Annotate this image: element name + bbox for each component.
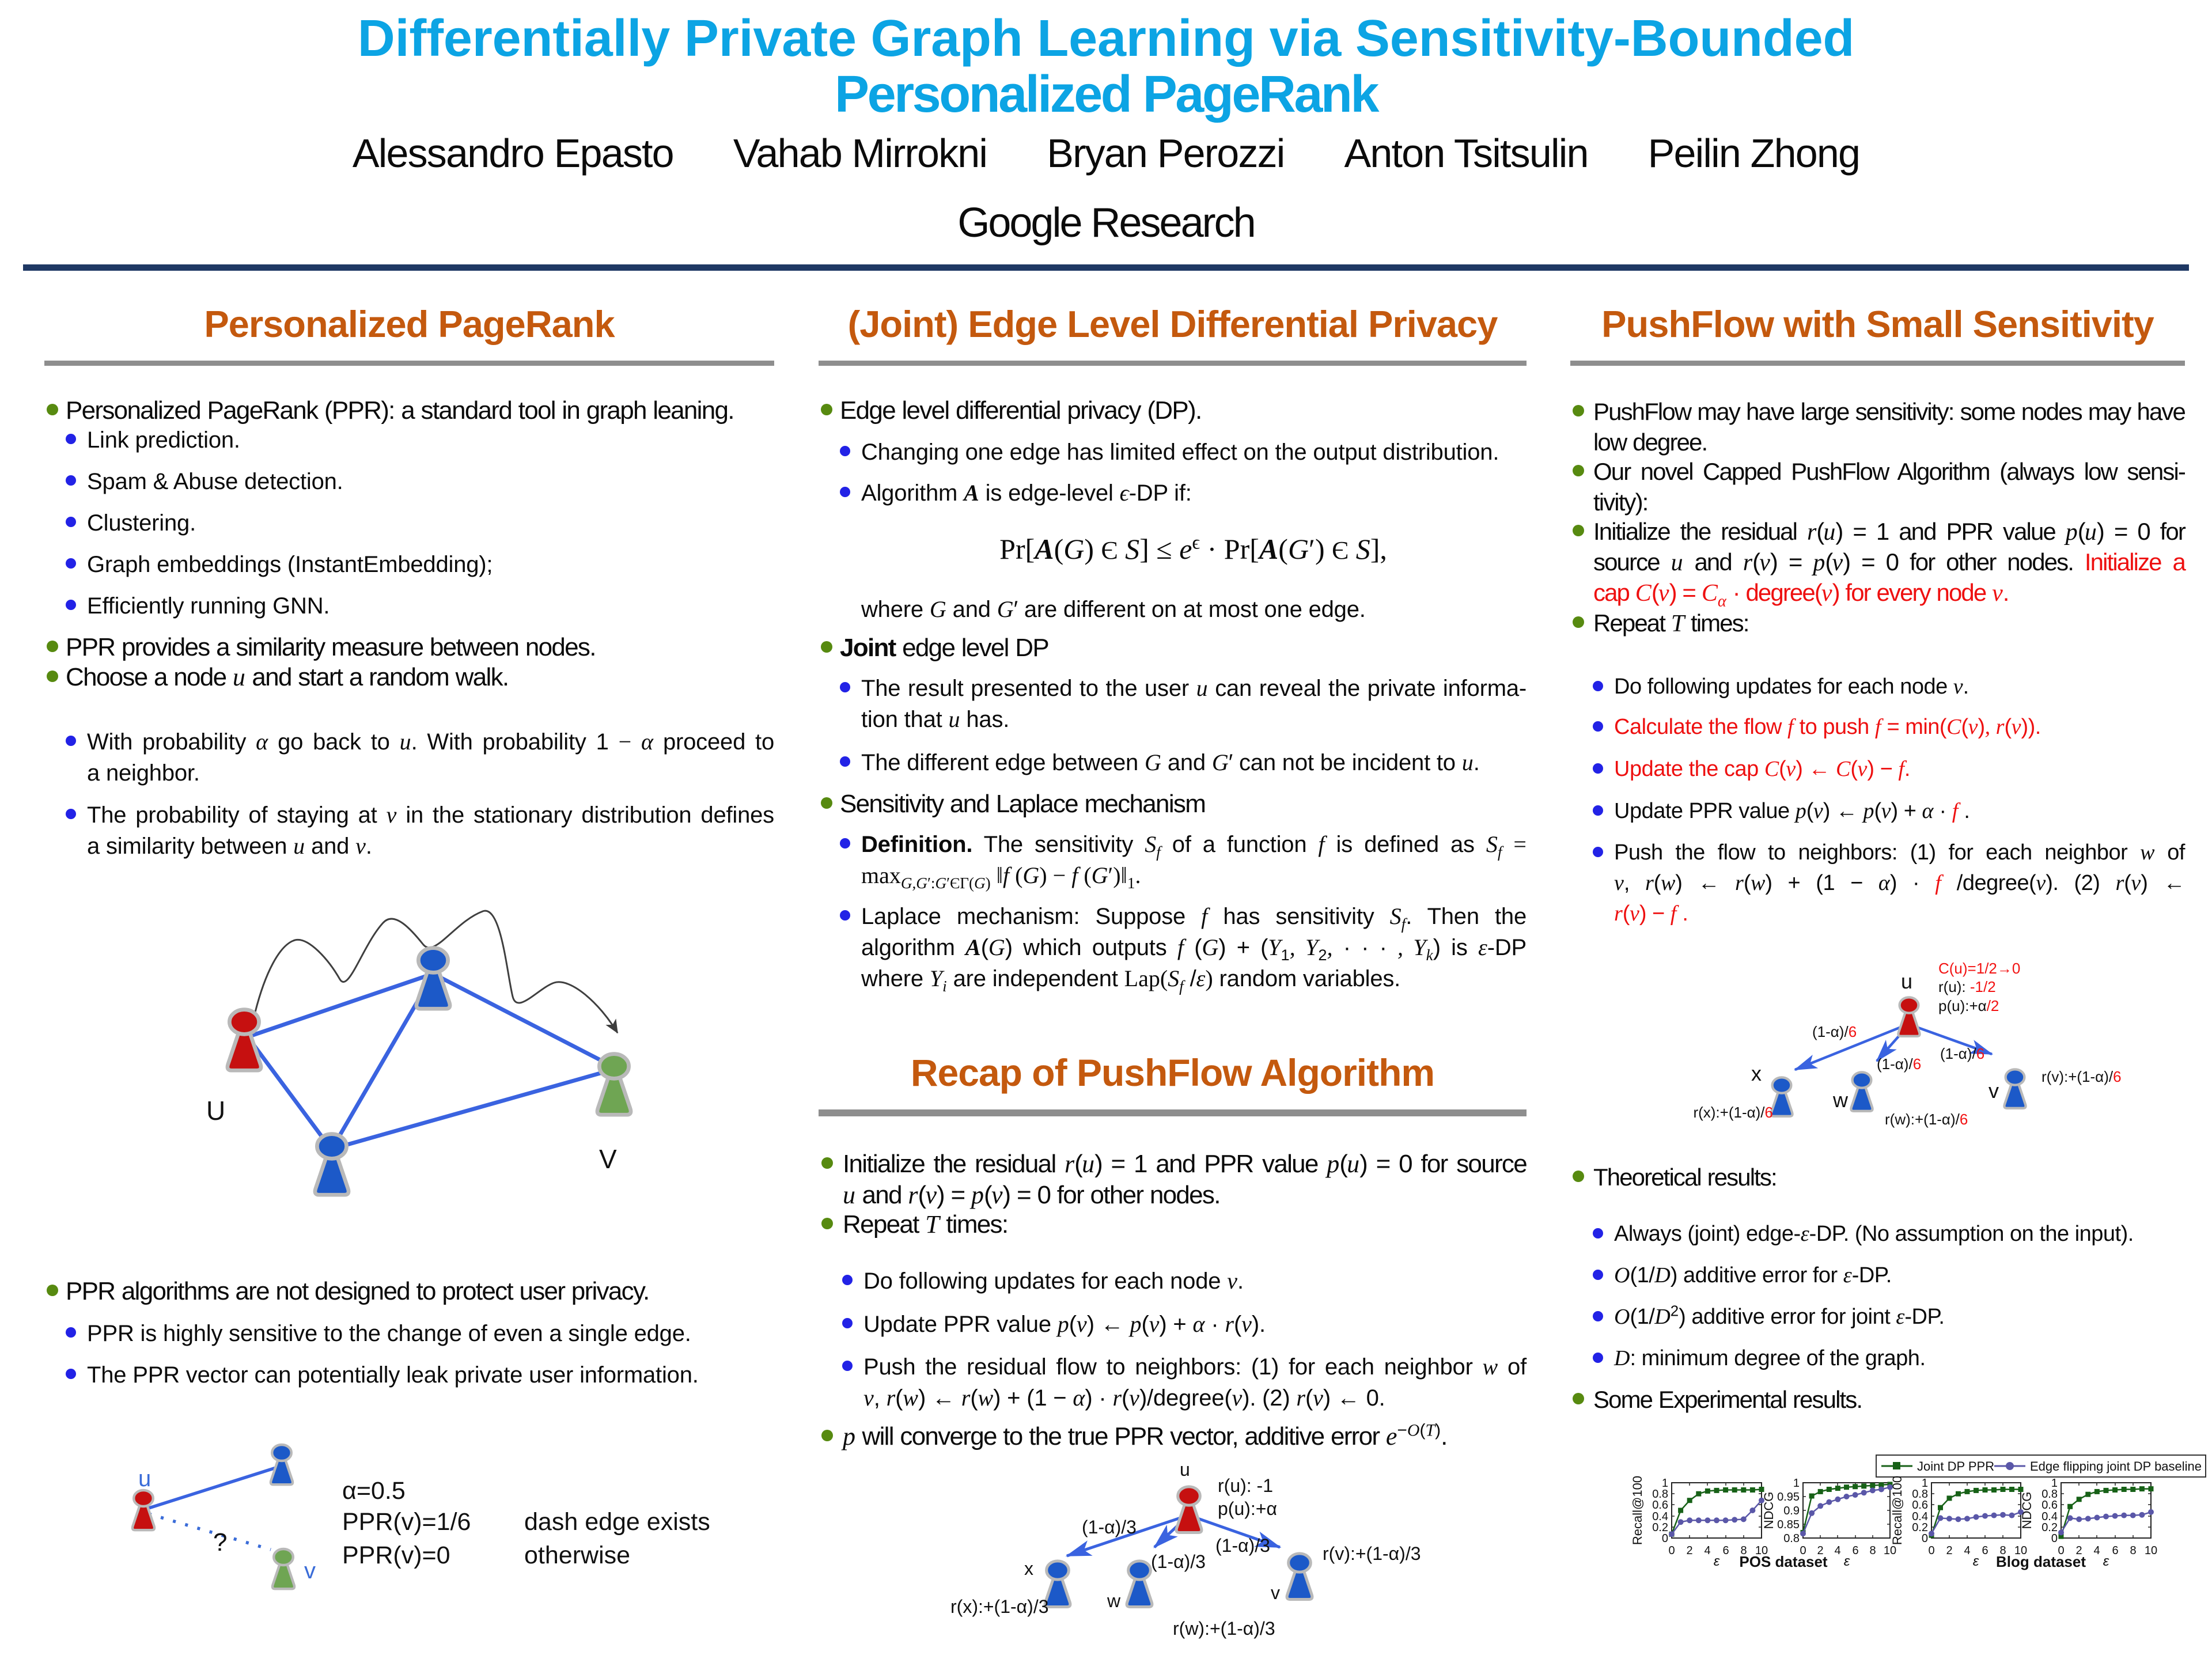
- svg-text:ε: ε: [1973, 1554, 1979, 1569]
- svg-text:10: 10: [2145, 1544, 2157, 1557]
- svg-text:0.4: 0.4: [2041, 1510, 2058, 1523]
- svg-text:(1-α)/6: (1-α)/6: [1877, 1055, 1921, 1073]
- svg-text:8: 8: [1999, 1544, 2006, 1557]
- svg-text:p(u):+α: p(u):+α: [1218, 1498, 1277, 1519]
- svg-text:C(u)=1/2→0: C(u)=1/2→0: [1938, 960, 2020, 977]
- svg-text:v: v: [304, 1558, 316, 1584]
- svg-text:0: 0: [1928, 1544, 1934, 1557]
- svg-text:w: w: [1832, 1088, 1849, 1112]
- svg-text:0.8: 0.8: [2041, 1488, 2058, 1501]
- svg-text:Edge flipping joint DP baselin: Edge flipping joint DP baseline: [2030, 1459, 2202, 1474]
- svg-text:0.2: 0.2: [2041, 1521, 2058, 1534]
- svg-text:6: 6: [1722, 1544, 1729, 1557]
- svg-text:NDCG: NDCG: [1762, 1492, 1776, 1529]
- svg-text:Blog dataset: Blog dataset: [1996, 1553, 2086, 1570]
- svg-text:2: 2: [1946, 1544, 1952, 1557]
- svg-text:otherwise: otherwise: [524, 1541, 630, 1569]
- svg-text:0.8: 0.8: [1912, 1488, 1928, 1501]
- svg-text:0: 0: [1922, 1532, 1928, 1545]
- svg-text:4: 4: [2093, 1544, 2100, 1557]
- svg-text:1: 1: [1793, 1477, 1800, 1490]
- svg-text:4: 4: [1834, 1544, 1840, 1557]
- svg-text:w: w: [1107, 1590, 1121, 1611]
- svg-text:0.6: 0.6: [2041, 1499, 2058, 1512]
- svg-text:NDCG: NDCG: [2020, 1492, 2034, 1529]
- svg-text:0.6: 0.6: [1652, 1499, 1668, 1512]
- svg-text:0.8: 0.8: [1652, 1488, 1668, 1501]
- svg-text:(1-α)/3: (1-α)/3: [1215, 1535, 1270, 1556]
- svg-text:PPR(v)=1/6: PPR(v)=1/6: [342, 1508, 471, 1536]
- svg-text:0: 0: [1668, 1544, 1675, 1557]
- svg-text:(1-α)/6: (1-α)/6: [1940, 1045, 1984, 1062]
- svg-text:Joint DP PPR: Joint DP PPR: [1917, 1459, 1994, 1474]
- svg-text:α=0.5: α=0.5: [342, 1477, 406, 1505]
- svg-text:PPR(v)=0: PPR(v)=0: [342, 1541, 450, 1569]
- svg-text:v: v: [1271, 1582, 1280, 1603]
- svg-text:r(x):+(1-α)/6: r(x):+(1-α)/6: [1693, 1104, 1773, 1121]
- svg-text:u: u: [138, 1466, 151, 1491]
- svg-text:ε: ε: [1844, 1554, 1850, 1569]
- svg-text:0.4: 0.4: [1912, 1510, 1928, 1523]
- svg-text:u: u: [1901, 969, 1912, 993]
- svg-text:Recall@100: Recall@100: [1890, 1476, 1904, 1545]
- svg-text:U: U: [206, 1096, 225, 1126]
- svg-text:0: 0: [2058, 1544, 2064, 1557]
- svg-text:r(w):+(1-α)/3: r(w):+(1-α)/3: [1173, 1618, 1275, 1639]
- svg-text:dash edge exists: dash edge exists: [524, 1508, 710, 1536]
- svg-text:0.2: 0.2: [1912, 1521, 1928, 1534]
- svg-text:r(x):+(1-α)/3: r(x):+(1-α)/3: [950, 1596, 1049, 1617]
- svg-text:r(v):+(1-α)/3: r(v):+(1-α)/3: [1323, 1543, 1421, 1564]
- svg-text:(1-α)/3: (1-α)/3: [1082, 1517, 1137, 1537]
- svg-text:u: u: [1180, 1459, 1190, 1480]
- svg-text:?: ?: [213, 1528, 227, 1556]
- svg-text:r(u): -1/2: r(u): -1/2: [1938, 978, 1996, 995]
- svg-text:ε: ε: [1714, 1554, 1720, 1569]
- svg-text:v: v: [1988, 1079, 1999, 1103]
- svg-text:0: 0: [1800, 1544, 1806, 1557]
- svg-text:(1-α)/3: (1-α)/3: [1151, 1551, 1206, 1572]
- svg-text:1: 1: [2051, 1477, 2058, 1490]
- svg-text:10: 10: [1884, 1544, 1896, 1557]
- svg-text:Recall@100: Recall@100: [1630, 1476, 1645, 1545]
- svg-text:0.8: 0.8: [1783, 1532, 1800, 1545]
- svg-text:V: V: [599, 1144, 617, 1174]
- svg-text:4: 4: [1704, 1544, 1710, 1557]
- svg-text:2: 2: [2075, 1544, 2082, 1557]
- svg-text:0: 0: [2051, 1532, 2058, 1545]
- svg-text:2: 2: [1686, 1544, 1692, 1557]
- svg-text:4: 4: [1964, 1544, 1970, 1557]
- svg-text:p(u):+α/2: p(u):+α/2: [1938, 997, 1999, 1014]
- svg-text:6: 6: [1982, 1544, 1988, 1557]
- svg-text:x: x: [1024, 1558, 1033, 1579]
- svg-text:r(w):+(1-α)/6: r(w):+(1-α)/6: [1885, 1111, 1968, 1128]
- svg-text:(1-α)/6: (1-α)/6: [1812, 1023, 1857, 1040]
- svg-text:0.95: 0.95: [1777, 1491, 1800, 1503]
- svg-text:POS dataset: POS dataset: [1739, 1553, 1828, 1570]
- svg-text:ε: ε: [2103, 1554, 2109, 1569]
- svg-text:10: 10: [2014, 1544, 2027, 1557]
- svg-text:8: 8: [2130, 1544, 2136, 1557]
- svg-text:1: 1: [1922, 1477, 1928, 1490]
- svg-text:1: 1: [1662, 1477, 1668, 1490]
- svg-text:0: 0: [1662, 1532, 1668, 1545]
- svg-text:r(v):+(1-α)/6: r(v):+(1-α)/6: [2041, 1068, 2122, 1085]
- svg-text:0.2: 0.2: [1652, 1521, 1668, 1534]
- svg-text:x: x: [1751, 1062, 1762, 1085]
- svg-text:8: 8: [1869, 1544, 1876, 1557]
- svg-text:0.85: 0.85: [1777, 1518, 1800, 1531]
- svg-text:0.4: 0.4: [1652, 1510, 1668, 1523]
- svg-text:6: 6: [2112, 1544, 2118, 1557]
- svg-text:0.6: 0.6: [1912, 1499, 1928, 1512]
- svg-text:10: 10: [1755, 1544, 1768, 1557]
- svg-text:r(u): -1: r(u): -1: [1218, 1475, 1273, 1496]
- svg-text:0.9: 0.9: [1783, 1505, 1800, 1517]
- svg-text:2: 2: [1817, 1544, 1823, 1557]
- svg-text:8: 8: [1740, 1544, 1747, 1557]
- svg-text:6: 6: [1852, 1544, 1858, 1557]
